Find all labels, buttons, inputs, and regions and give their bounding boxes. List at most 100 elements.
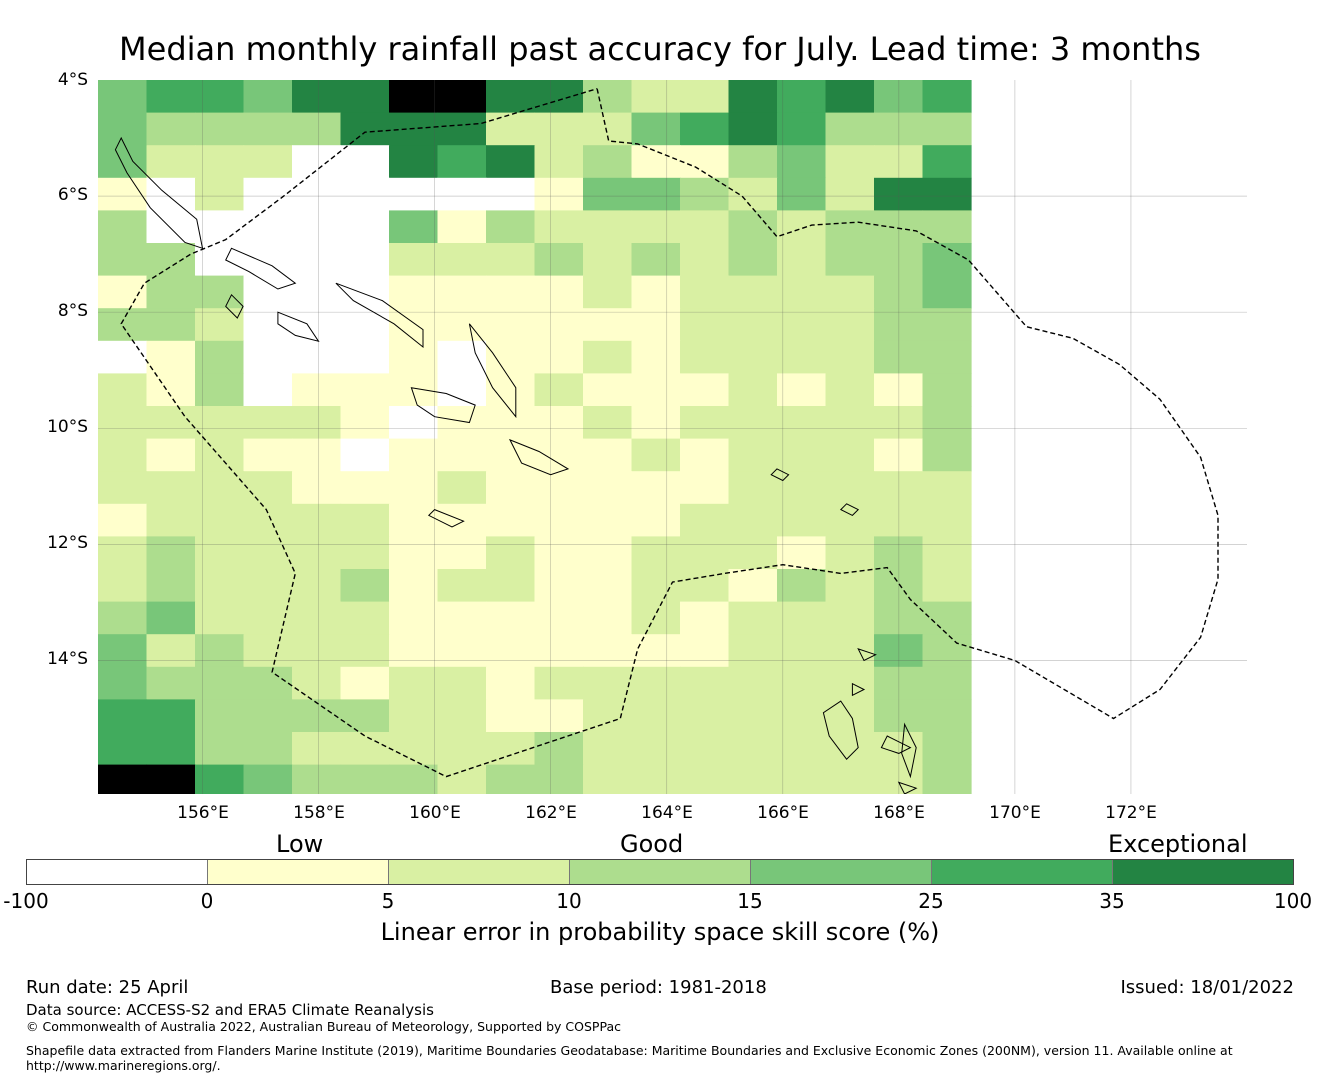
skill-cell (583, 536, 633, 570)
skill-cell (340, 601, 390, 635)
skill-cell (922, 536, 972, 570)
skill-cell (534, 536, 584, 570)
skill-cell (922, 438, 972, 472)
skill-cell (534, 764, 584, 794)
skill-cell (292, 210, 342, 244)
island-outline (427, 509, 465, 528)
skill-cell (631, 634, 681, 668)
skill-cell (486, 438, 536, 472)
lon-label-166e: 166°E (757, 803, 809, 823)
skill-cell (98, 438, 148, 472)
skill-cell (389, 471, 439, 505)
skill-cell (631, 308, 681, 342)
skill-cell (922, 503, 972, 537)
skill-cell (825, 275, 875, 309)
skill-cell (777, 112, 827, 146)
skill-cell (292, 308, 342, 342)
skill-cell (243, 145, 293, 179)
skill-cell (389, 699, 439, 733)
skill-cell (340, 666, 390, 700)
skill-cell (486, 471, 536, 505)
shapefile-url: http://www.marineregions.org/. (26, 1058, 221, 1073)
skill-cell (583, 406, 633, 440)
skill-cell (777, 210, 827, 244)
skill-cell (777, 764, 827, 794)
skill-cell (486, 177, 536, 211)
skill-cell (437, 699, 487, 733)
skill-cell (631, 569, 681, 603)
skill-cell (146, 373, 196, 407)
skill-cell (583, 308, 633, 342)
skill-cell (98, 699, 148, 733)
skill-cell (243, 112, 293, 146)
skill-cell (243, 438, 293, 472)
island-outline (851, 682, 866, 697)
skill-cell (98, 373, 148, 407)
skill-cell (243, 732, 293, 766)
skill-cell (195, 569, 245, 603)
skill-cell (874, 634, 924, 668)
skill-cell (340, 80, 390, 114)
skill-cell (486, 569, 536, 603)
data-source: Data source: ACCESS-S2 and ERA5 Climate … (26, 1001, 434, 1019)
lon-label-170e: 170°E (989, 803, 1041, 823)
lat-label-8s: 8°S (57, 301, 88, 321)
skill-cell (583, 601, 633, 635)
skill-cell (195, 112, 245, 146)
skill-cell (825, 145, 875, 179)
skill-cell (146, 438, 196, 472)
skill-cell (340, 145, 390, 179)
skill-cell (340, 210, 390, 244)
skill-cell (534, 177, 584, 211)
skill-cell (195, 340, 245, 374)
skill-cell (922, 666, 972, 700)
skill-cell (874, 699, 924, 733)
base-period: Base period: 1981-2018 (550, 977, 767, 998)
skill-cell (98, 569, 148, 603)
skill-cell (146, 340, 196, 374)
skill-cell (243, 601, 293, 635)
skill-cell (340, 764, 390, 794)
skill-cell (631, 666, 681, 700)
colorbar-tick: 10 (556, 889, 582, 913)
skill-cell (728, 406, 778, 440)
skill-cell (874, 471, 924, 505)
skill-cell (195, 308, 245, 342)
skill-cell (389, 438, 439, 472)
skill-cell (146, 210, 196, 244)
skill-cell (340, 373, 390, 407)
skill-cell (680, 243, 730, 277)
skill-cell (777, 699, 827, 733)
skill-cell (486, 243, 536, 277)
skill-cell (728, 112, 778, 146)
island-outline (277, 311, 320, 342)
skill-cell (680, 503, 730, 537)
skill-cell (777, 732, 827, 766)
skill-cell (728, 340, 778, 374)
skill-cell (874, 308, 924, 342)
skill-cell (243, 406, 293, 440)
skill-cell (243, 177, 293, 211)
skill-cell (534, 145, 584, 179)
category-good: Good (620, 830, 684, 858)
skill-cell (728, 308, 778, 342)
island-outline (901, 722, 917, 779)
skill-cell (437, 145, 487, 179)
island-outline (508, 438, 570, 476)
skill-cell (680, 112, 730, 146)
island-outline (770, 468, 790, 482)
skill-cell (583, 145, 633, 179)
skill-cell (243, 308, 293, 342)
skill-cell (195, 699, 245, 733)
skill-cell (777, 373, 827, 407)
skill-cell (825, 503, 875, 537)
skill-cell (728, 243, 778, 277)
skill-cell (922, 210, 972, 244)
skill-cell (486, 406, 536, 440)
skill-cell (874, 536, 924, 570)
skill-cell (728, 210, 778, 244)
skill-cell (389, 764, 439, 794)
skill-cell (680, 732, 730, 766)
skill-cell (728, 601, 778, 635)
skill-cell (292, 340, 342, 374)
